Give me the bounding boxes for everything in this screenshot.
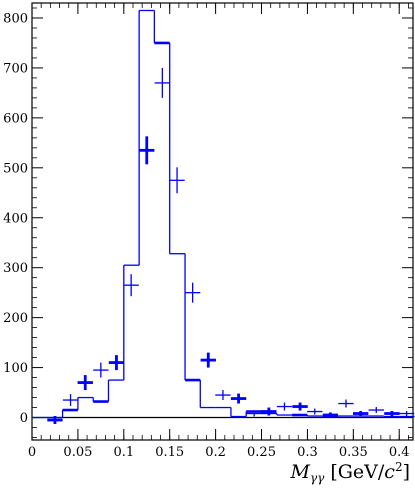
data-points	[47, 67, 415, 425]
y-tick-label: 0	[20, 411, 28, 426]
data-point	[93, 362, 109, 378]
x-tick-label: 0.1	[113, 445, 134, 460]
x-axis-label: Mγγ [GeV/c2]	[289, 460, 410, 485]
x-axis-label-unit-prefix: [GeV/	[324, 461, 385, 483]
data-point	[246, 410, 262, 417]
data-point	[398, 411, 415, 417]
data-point	[338, 399, 354, 408]
data-point	[139, 136, 155, 165]
x-tick-label: 0.05	[63, 445, 92, 460]
x-tick-label: 0.15	[155, 445, 184, 460]
x-axis-label-unit-power: 2	[395, 460, 403, 474]
data-point	[154, 67, 171, 98]
data-point	[123, 274, 139, 297]
data-point	[169, 167, 185, 194]
data-point	[276, 402, 293, 411]
y-tick-label: 400	[3, 211, 28, 226]
data-point	[230, 393, 247, 404]
y-tick-label: 500	[3, 161, 28, 176]
x-tick-label: 0.4	[389, 445, 410, 460]
axis-ticks	[31, 3, 413, 440]
x-axis-label-unit-var: c	[384, 461, 395, 483]
y-tick-label: 800	[3, 11, 28, 26]
data-point	[307, 408, 323, 415]
data-point	[384, 411, 400, 417]
x-axis-label-unit-suffix: ]	[403, 461, 410, 483]
data-point	[322, 412, 339, 418]
data-point	[292, 402, 308, 411]
plot-frame	[31, 2, 414, 441]
x-tick-label: 0.25	[247, 445, 276, 460]
histogram	[32, 9, 415, 419]
x-tick-label: 0.2	[205, 445, 226, 460]
y-tick-label: 700	[3, 61, 28, 76]
data-point	[215, 390, 231, 401]
data-point	[77, 375, 93, 391]
x-tick-label: 0	[28, 445, 36, 460]
x-tick-label: 0.35	[339, 445, 368, 460]
data-point	[47, 416, 63, 425]
data-point	[368, 407, 384, 414]
x-axis-label-subscript: γγ	[310, 471, 325, 485]
data-point	[184, 282, 201, 303]
data-point	[62, 394, 79, 407]
axis-tick-labels: 0 0.05 0.1 0.15 0.2 0.25 0.3 0.35 0.4 0 100 200 300 4…	[3, 11, 409, 460]
data-point	[353, 411, 369, 417]
data-point	[200, 352, 216, 368]
data-point	[261, 407, 277, 416]
x-axis-label-symbol: M	[289, 461, 310, 483]
data-point	[108, 355, 125, 371]
y-tick-label: 600	[3, 111, 28, 126]
x-tick-label: 0.3	[297, 445, 318, 460]
y-tick-label: 100	[3, 361, 28, 376]
y-tick-label: 200	[3, 311, 28, 326]
y-tick-label: 300	[3, 261, 28, 276]
